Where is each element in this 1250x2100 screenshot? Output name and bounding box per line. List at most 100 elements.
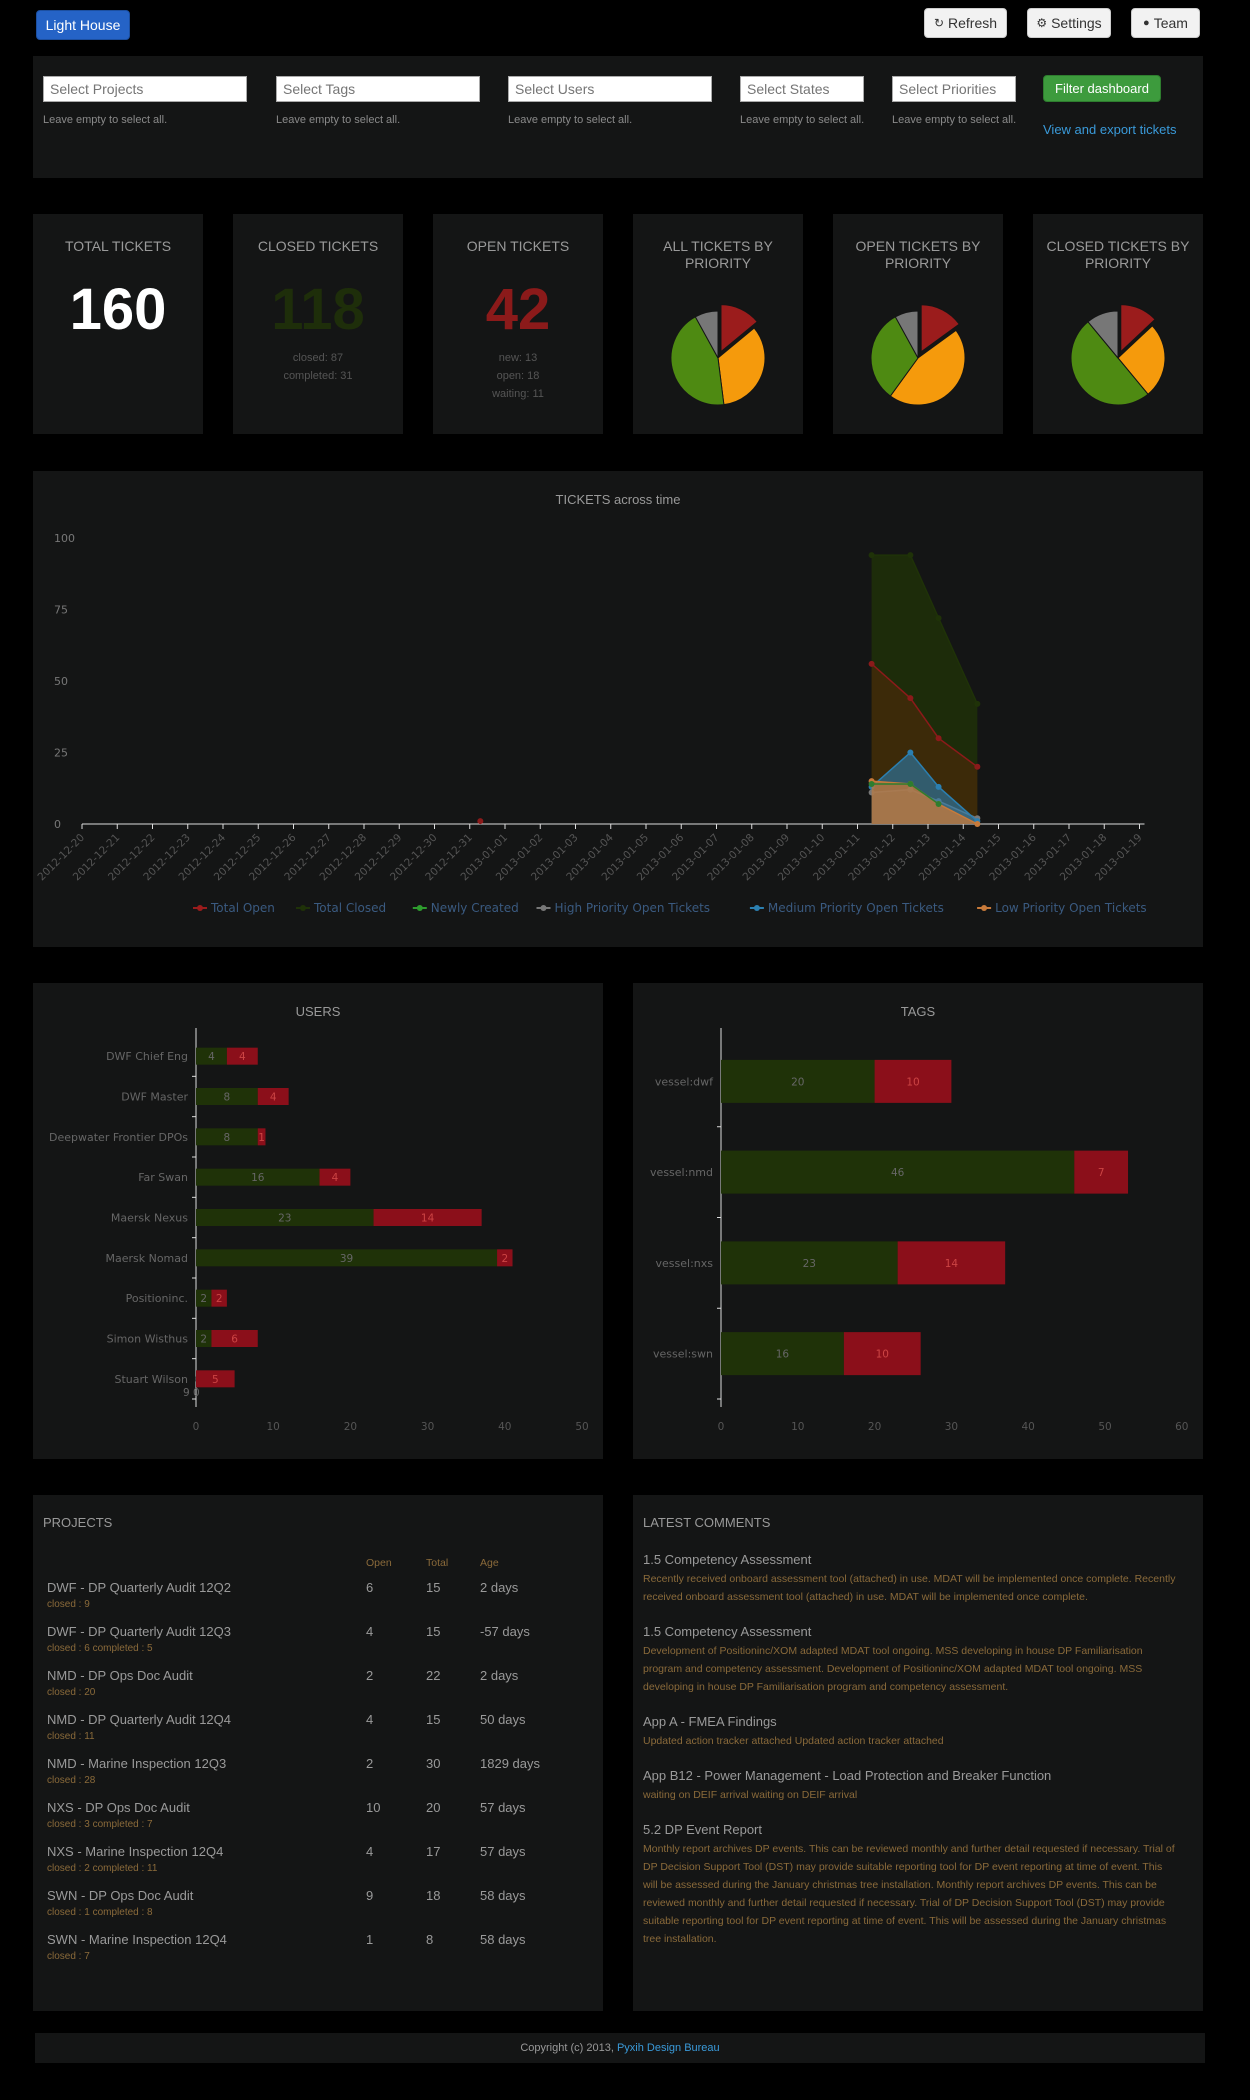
open-priority-pie xyxy=(870,304,966,406)
x-tick-label: 60 xyxy=(1175,1421,1188,1433)
comment-title[interactable]: App B12 - Power Management - Load Protec… xyxy=(643,1768,1052,1783)
line-medium-priority-open-tickets xyxy=(871,751,978,822)
bar-closed xyxy=(196,1209,374,1226)
project-name[interactable]: NMD - DP Quarterly Audit 12Q4 xyxy=(47,1712,231,1727)
pie-slice-low xyxy=(670,316,725,406)
project-open-count: 2 xyxy=(366,1668,374,1683)
closed-priority-pie-card: CLOSED TICKETS BY PRIORITY xyxy=(1033,214,1203,434)
comment-title[interactable]: 5.2 DP Event Report xyxy=(643,1822,762,1837)
legend-marker xyxy=(981,905,988,911)
data-point xyxy=(868,660,875,667)
data-point xyxy=(907,552,914,559)
team-button[interactable]: ● Team xyxy=(1131,8,1200,38)
bar-value-label: 10 xyxy=(876,1349,889,1361)
bar-closed xyxy=(196,1289,212,1307)
bar-closed xyxy=(721,1059,875,1103)
company-link[interactable]: Pyxih Design Bureau xyxy=(616,2042,720,2054)
project-total-count: 15 xyxy=(426,1624,441,1639)
x-tick-label: 50 xyxy=(1098,1421,1111,1433)
project-open-count: 10 xyxy=(366,1800,381,1815)
user-icon: ● xyxy=(1143,17,1150,29)
open-tickets-value: 42 xyxy=(485,277,551,342)
comment-title[interactable]: App A - FMEA Findings xyxy=(643,1714,777,1729)
bar-value-label: 16 xyxy=(251,1172,265,1184)
project-meta: closed : 3 completed : 7 xyxy=(47,1819,153,1830)
users-select[interactable] xyxy=(508,76,712,102)
tags-select[interactable] xyxy=(276,76,480,102)
project-name[interactable]: NXS - DP Ops Doc Audit xyxy=(47,1800,190,1815)
data-point xyxy=(907,749,914,756)
project-name[interactable]: SWN - Marine Inspection 12Q4 xyxy=(47,1932,227,1947)
y-tick-label: 25 xyxy=(54,747,68,760)
legend-label[interactable]: Total Closed xyxy=(313,901,386,915)
comment-body: Development of Positioninc/XOM adapted M… xyxy=(643,1645,1143,1693)
comment-body: Updated action tracker attached Updated … xyxy=(643,1735,944,1747)
pie-title-line: PRIORITY xyxy=(884,255,952,271)
y-tick-label: 100 xyxy=(54,532,75,545)
brand-button[interactable]: Light House xyxy=(36,10,130,40)
y-tick-label: vessel:nmd xyxy=(650,1166,713,1179)
project-name[interactable]: DWF - DP Quarterly Audit 12Q3 xyxy=(47,1624,231,1639)
legend-marker xyxy=(540,905,547,911)
data-point xyxy=(907,780,914,787)
closed-priority-pie-title: CLOSED TICKETS BY PRIORITY xyxy=(1033,238,1203,272)
bar-open xyxy=(211,1330,258,1347)
states-select[interactable] xyxy=(740,76,864,102)
bar-open xyxy=(1074,1150,1129,1194)
bar-open xyxy=(257,1128,266,1146)
total-tickets-value: 160 xyxy=(69,277,167,342)
x-tick-label: 20 xyxy=(868,1421,881,1433)
bar-closed xyxy=(196,1168,320,1186)
y-tick-label: Far Swan xyxy=(138,1171,188,1184)
bar-value-label: 4 xyxy=(239,1051,246,1063)
comment-title[interactable]: 1.5 Competency Assessment xyxy=(643,1624,812,1639)
refresh-button[interactable]: ↻ Refresh xyxy=(924,8,1007,38)
open-priority-pie-card: OPEN TICKETS BY PRIORITY xyxy=(833,214,1003,434)
project-name[interactable]: NMD - DP Ops Doc Audit xyxy=(47,1668,193,1683)
users-help: Leave empty to select all. xyxy=(508,114,633,126)
closed-tickets-card: CLOSED TICKETS 118 closed: 87 completed:… xyxy=(233,214,403,434)
legend-label[interactable]: High Priority Open Tickets xyxy=(555,901,711,915)
bar-open xyxy=(319,1168,351,1186)
legend-label[interactable]: Medium Priority Open Tickets xyxy=(768,901,944,915)
pie-title-line: PRIORITY xyxy=(684,255,752,271)
project-name[interactable]: SWN - DP Ops Doc Audit xyxy=(47,1888,194,1903)
bar-closed xyxy=(196,1249,498,1267)
priorities-select[interactable] xyxy=(892,76,1016,102)
project-age: 2 days xyxy=(480,1668,519,1683)
project-name[interactable]: DWF - DP Quarterly Audit 12Q2 xyxy=(47,1580,231,1595)
legend-label[interactable]: Low Priority Open Tickets xyxy=(995,901,1147,915)
legend-marker xyxy=(197,905,203,911)
y-tick-label: 75 xyxy=(54,604,68,617)
project-open-count: 4 xyxy=(366,1624,374,1639)
all-priority-pie-card: ALL TICKETS BY PRIORITY xyxy=(633,214,803,434)
col-header-age: Age xyxy=(480,1557,499,1569)
x-tick-label: 50 xyxy=(575,1421,588,1433)
pie-slice-low xyxy=(1070,321,1149,406)
legend-label[interactable]: Total Open xyxy=(210,901,275,915)
legend-label[interactable]: Newly Created xyxy=(431,901,519,915)
all-priority-pie xyxy=(670,304,766,406)
filter-dashboard-button[interactable]: Filter dashboard xyxy=(1043,75,1161,102)
project-open-count: 4 xyxy=(366,1712,374,1727)
project-name[interactable]: NXS - Marine Inspection 12Q4 xyxy=(47,1844,224,1859)
project-total-count: 22 xyxy=(426,1668,441,1683)
pie-title-line: ALL TICKETS BY xyxy=(663,238,773,254)
bar-open xyxy=(196,1370,235,1388)
project-name[interactable]: NMD - Marine Inspection 12Q3 xyxy=(47,1756,227,1771)
export-tickets-link[interactable]: View and export tickets xyxy=(1043,122,1177,137)
open-count: open: 18 xyxy=(496,370,540,382)
bar-value-label: 2 xyxy=(200,1293,207,1305)
bar-value-label: 23 xyxy=(803,1258,816,1270)
project-total-count: 18 xyxy=(426,1888,441,1903)
projects-select[interactable] xyxy=(43,76,247,102)
col-header-open: Open xyxy=(366,1557,392,1569)
pie-slice-high xyxy=(1120,304,1156,353)
settings-button[interactable]: ⚙ Settings xyxy=(1027,8,1111,38)
comment-title[interactable]: 1.5 Competency Assessment xyxy=(643,1552,812,1567)
bar-value-label: 46 xyxy=(891,1167,905,1179)
bar-value-label: 20 xyxy=(791,1076,804,1088)
team-label: Team xyxy=(1153,15,1188,31)
project-total-count: 20 xyxy=(426,1800,441,1815)
bar-open xyxy=(226,1047,258,1065)
